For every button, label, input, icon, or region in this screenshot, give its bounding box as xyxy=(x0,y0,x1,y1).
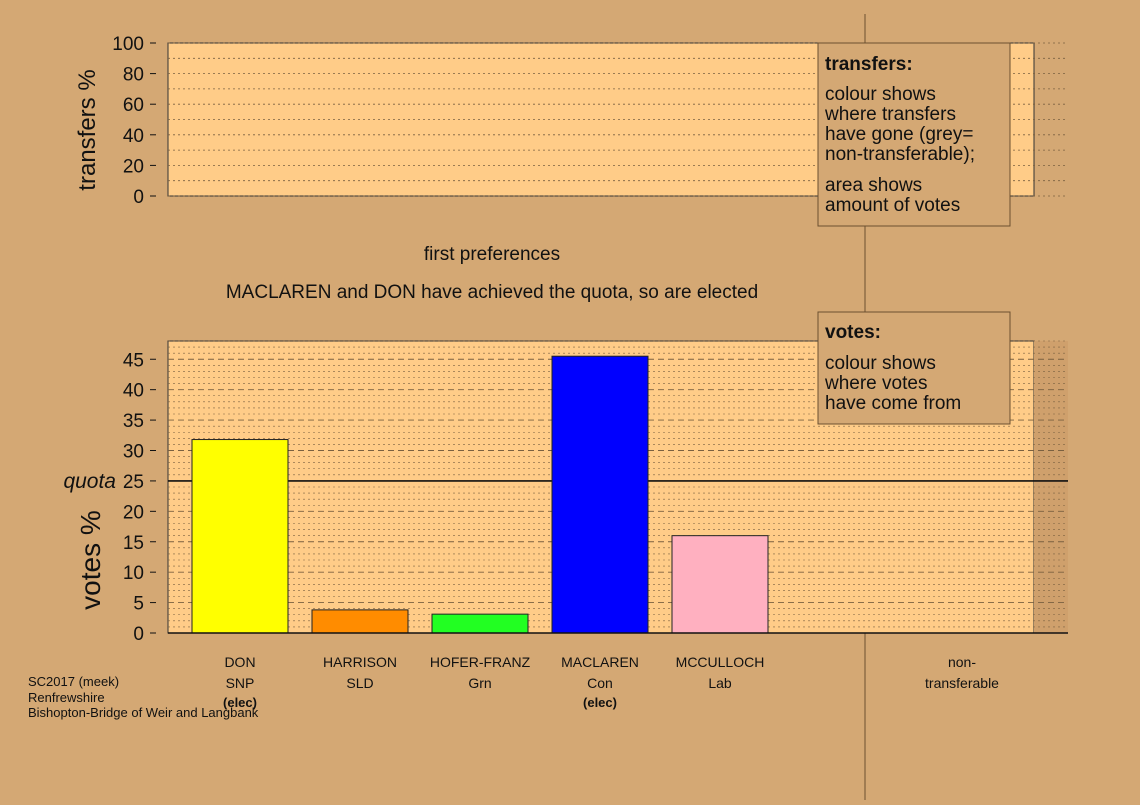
party-label: SLD xyxy=(346,675,373,691)
footer-line: Bishopton-Bridge of Weir and Langbank xyxy=(28,705,259,720)
bar-maclaren xyxy=(551,355,649,634)
candidate-name-label: DON xyxy=(224,654,255,670)
nontransferable-label: non- xyxy=(948,654,976,670)
transfers-legend-line: have gone (grey= xyxy=(825,124,973,145)
party-label: SNP xyxy=(226,675,255,691)
candidate-name-label: HOFER-FRANZ xyxy=(430,654,531,670)
transfers-legend-heading: transfers: xyxy=(825,54,913,75)
transfers-tick-label: 80 xyxy=(123,65,144,86)
elected-label: (elec) xyxy=(223,695,257,710)
transfers-tick-label: 40 xyxy=(123,126,144,147)
votes-legend-heading: votes: xyxy=(825,322,881,343)
nontransferable-label: transferable xyxy=(925,675,999,691)
votes-ylabel: votes % xyxy=(75,510,106,610)
votes-tick-label: 15 xyxy=(123,533,144,554)
candidate-name-label: HARRISON xyxy=(323,654,397,670)
footer-line: SC2017 (meek) xyxy=(28,674,119,689)
votes-legend-line: colour shows xyxy=(825,353,936,374)
party-label: Lab xyxy=(708,675,732,691)
votes-tick-label: 35 xyxy=(123,411,144,432)
transfers-legend-line: colour shows xyxy=(825,84,936,105)
transfers-tick-label: 20 xyxy=(123,156,144,177)
votes-tick-label: 25 xyxy=(123,472,144,493)
votes-legend-line: have come from xyxy=(825,393,961,414)
bar-don xyxy=(191,439,289,634)
votes-legend: votes: colour shows where votes have com… xyxy=(817,311,1011,425)
footer: SC2017 (meek) Renfrewshire Bishopton-Bri… xyxy=(28,674,259,720)
transfers-legend-line: amount of votes xyxy=(825,195,960,216)
stage-title: first preferences xyxy=(424,244,560,265)
transfers-legend-line: where transfers xyxy=(824,104,956,125)
votes-tick-label: 10 xyxy=(123,563,144,584)
transfers-tick-label: 60 xyxy=(123,95,144,116)
transfers-legend: transfers: colour shows where transfers … xyxy=(817,42,1011,227)
votes-tick-label: 20 xyxy=(123,502,144,523)
bar-mcculloch xyxy=(671,535,769,634)
votes-tick-label: 0 xyxy=(133,624,144,645)
transfers-legend-line: area shows xyxy=(825,175,922,196)
votes-tick-label: 5 xyxy=(133,594,144,615)
transfers-tick-label: 100 xyxy=(112,34,144,55)
transfers-legend-box xyxy=(817,42,1011,227)
candidate-name-label: MACLAREN xyxy=(561,654,639,670)
votes-legend-line: where votes xyxy=(824,373,927,394)
elected-label: (elec) xyxy=(583,695,617,710)
stage-note: MACLAREN and DON have achieved the quota… xyxy=(226,282,758,303)
party-label: Con xyxy=(587,675,613,691)
votes-tick-label: 30 xyxy=(123,442,144,463)
candidate-name-label: MCCULLOCH xyxy=(676,654,765,670)
footer-line: Renfrewshire xyxy=(28,690,105,705)
votes-panel: quota 0 5 10 15 20 25 30 35 40 45 DON SNP (elec) HAR… xyxy=(63,340,1068,710)
party-label: Grn xyxy=(468,675,491,691)
transfers-ylabel: transfers % xyxy=(74,69,101,190)
votes-legend-box xyxy=(817,311,1011,425)
bar-hofer-franz xyxy=(431,613,529,634)
votes-tick-label: 40 xyxy=(123,381,144,402)
votes-tick-label: 45 xyxy=(123,350,144,371)
quota-label: quota xyxy=(63,470,116,493)
bar-harrison xyxy=(311,609,409,634)
transfers-tick-label: 0 xyxy=(133,187,144,208)
transfers-legend-line: non-transferable); xyxy=(825,144,975,165)
